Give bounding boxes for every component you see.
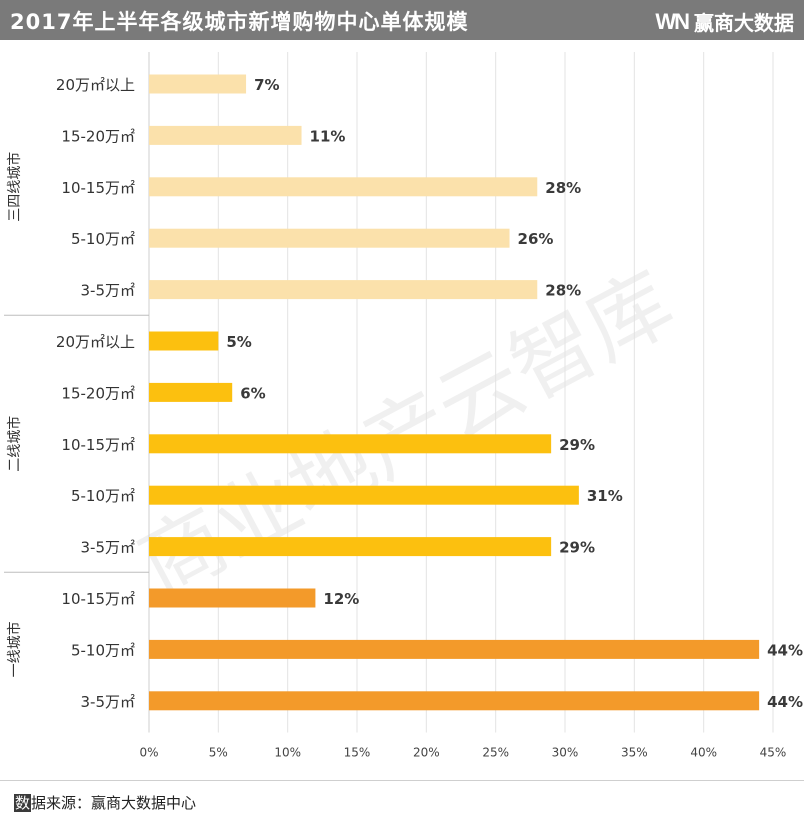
data-label: 7% [254, 76, 279, 94]
bar [149, 125, 302, 145]
bar [149, 588, 316, 608]
data-label: 28% [545, 282, 581, 300]
bar [149, 331, 219, 351]
category-label: 3-5万㎡ [81, 539, 136, 557]
x-tick-label: 40% [690, 746, 717, 760]
x-tick-label: 45% [760, 746, 787, 760]
x-tick-label: 5% [209, 746, 228, 760]
bar [149, 280, 538, 300]
source-first-char: 数 [14, 794, 32, 812]
category-label: 10-15万㎡ [61, 436, 135, 454]
x-tick-label: 30% [552, 746, 579, 760]
bar [149, 228, 510, 248]
source-note: 数据来源：赢商大数据中心 [14, 792, 196, 813]
bar [149, 74, 247, 94]
bar [149, 485, 579, 505]
category-label: 3-5万㎡ [81, 282, 136, 300]
group-label: 三四线城市 [6, 152, 23, 222]
category-label: 10-15万㎡ [61, 179, 135, 197]
source-text: 据来源：赢商大数据中心 [31, 794, 197, 812]
x-tick-label: 25% [482, 746, 509, 760]
category-label: 15-20万㎡ [61, 384, 135, 402]
bar [149, 382, 233, 402]
category-label: 20万㎡以上 [56, 333, 135, 351]
category-label: 5-10万㎡ [71, 487, 135, 505]
brand: WN 赢商大数据 [655, 7, 794, 36]
data-label: 6% [240, 384, 265, 402]
chart-title: 2017年上半年各级城市新增购物中心单体规模 [10, 10, 469, 34]
category-label: 15-20万㎡ [61, 127, 135, 145]
category-label: 10-15万㎡ [61, 590, 135, 608]
group-label: 二线城市 [6, 416, 23, 472]
data-label: 12% [323, 590, 359, 608]
x-tick-label: 15% [344, 746, 371, 760]
category-label: 5-10万㎡ [71, 230, 135, 248]
brand-logo-icon: WN [655, 8, 690, 34]
data-label: 26% [518, 230, 554, 248]
bar [149, 434, 552, 454]
x-tick-label: 35% [621, 746, 648, 760]
group-label: 一线城市 [6, 621, 23, 677]
category-label: 3-5万㎡ [81, 693, 136, 711]
data-label: 44% [767, 693, 803, 711]
chart-area: 商业地产云智库 0% 5% 10% 15% 20% 25% 30% 35% 40% 45% 7% 20万… [0, 40, 804, 780]
data-label: 29% [559, 539, 595, 557]
data-label: 11% [310, 127, 346, 145]
category-label: 20万㎡以上 [56, 76, 135, 94]
x-tick-label: 10% [274, 746, 301, 760]
title-bar: 2017年上半年各级城市新增购物中心单体规模 WN 赢商大数据 [0, 0, 804, 40]
footer: 数据来源：赢商大数据中心 [0, 780, 804, 819]
data-label: 5% [226, 333, 251, 351]
data-label: 44% [767, 641, 803, 659]
x-tick-label: 20% [413, 746, 440, 760]
bar [149, 639, 760, 659]
data-label: 28% [545, 179, 581, 197]
category-label: 5-10万㎡ [71, 641, 135, 659]
data-label: 29% [559, 436, 595, 454]
x-tick-label: 0% [139, 746, 158, 760]
brand-name: 赢商大数据 [694, 11, 794, 35]
bar [149, 691, 760, 711]
bar [149, 537, 552, 557]
bar [149, 177, 538, 197]
data-label: 31% [587, 487, 623, 505]
